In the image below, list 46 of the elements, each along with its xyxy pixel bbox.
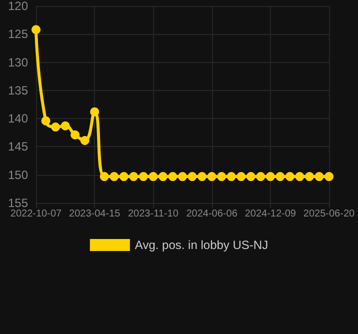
point xyxy=(90,107,100,116)
point xyxy=(70,130,80,140)
y-tick-label: 120 xyxy=(8,0,28,13)
point xyxy=(207,172,216,182)
point xyxy=(324,172,334,182)
y-tick-label: 140 xyxy=(8,112,28,126)
point xyxy=(256,172,266,182)
point xyxy=(41,116,50,126)
x-tick-label: 2023-04-15 xyxy=(69,208,121,220)
point xyxy=(314,172,324,182)
point xyxy=(148,172,158,182)
point xyxy=(129,172,138,182)
y-tick-label: 130 xyxy=(8,55,28,70)
y-tick-label: 135 xyxy=(8,83,28,98)
point xyxy=(217,172,226,182)
point xyxy=(198,172,207,182)
x-tick-label: 2024-06-06 xyxy=(186,208,238,220)
x-tick-label: 2024-12-09 xyxy=(244,208,296,220)
point xyxy=(119,172,128,182)
point xyxy=(32,25,40,34)
point xyxy=(138,172,148,182)
point xyxy=(285,172,294,182)
point xyxy=(158,172,168,182)
point xyxy=(246,172,256,182)
point xyxy=(80,136,90,146)
point xyxy=(60,121,70,130)
point xyxy=(178,172,187,182)
point xyxy=(168,172,178,182)
point xyxy=(236,172,246,182)
y-tick-label: 125 xyxy=(8,27,28,42)
x-tick-label: 2022-10-07 xyxy=(10,208,62,220)
point xyxy=(266,172,275,182)
point xyxy=(100,172,109,182)
point xyxy=(51,122,60,132)
point xyxy=(226,172,236,182)
point xyxy=(295,172,304,182)
point xyxy=(188,172,197,182)
x-tick-label: 2025-06-20 xyxy=(303,208,356,220)
y-tick-label: 155 xyxy=(8,196,28,210)
point xyxy=(304,172,314,182)
y-tick-label: 145 xyxy=(8,140,28,154)
point xyxy=(276,172,285,182)
x-tick-label: 2023-11-10 xyxy=(128,208,179,220)
legend-label: Avg. pos. in lobby US-NJ xyxy=(134,238,268,252)
point xyxy=(110,172,119,182)
y-tick-label: 150 xyxy=(8,168,28,182)
